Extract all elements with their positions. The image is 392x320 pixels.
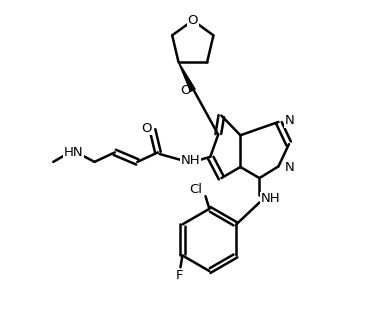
Text: O: O xyxy=(188,14,198,27)
Text: NH: NH xyxy=(261,192,280,205)
Polygon shape xyxy=(178,62,195,92)
Text: O: O xyxy=(142,122,152,135)
Text: N: N xyxy=(285,161,294,174)
Text: N: N xyxy=(285,114,294,127)
Text: HN: HN xyxy=(64,146,83,159)
Text: NH: NH xyxy=(180,154,200,167)
Text: O: O xyxy=(180,84,191,97)
Text: Cl: Cl xyxy=(189,183,202,196)
Text: F: F xyxy=(176,269,183,282)
